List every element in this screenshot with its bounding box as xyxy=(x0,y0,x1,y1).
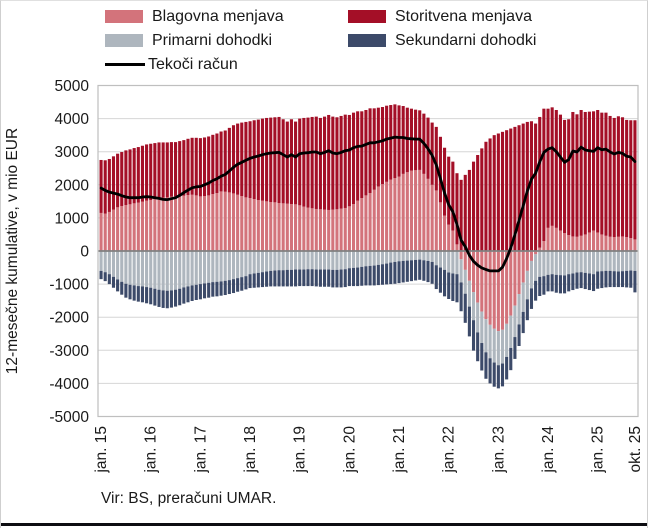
legend-label: Tekoči račun xyxy=(148,56,238,73)
x-axis-tick-labels: jan. 15 jan. 16 jan. 17 jan. 18 jan. 19 jan. … xyxy=(93,426,644,474)
bottom-border-rule xyxy=(1,523,647,526)
x-tick-label: jan. 21 xyxy=(391,426,408,474)
y-tick-label: 1000 xyxy=(55,210,90,227)
legend-label: Blagovna menjava xyxy=(152,8,284,25)
y-tick-label: 5000 xyxy=(55,78,90,95)
legend-label: Sekundarni dohodki xyxy=(395,32,537,49)
x-tick-label: jan. 17 xyxy=(192,426,209,474)
x-tick-label: okt. 25 xyxy=(627,426,644,473)
source-note: Vir: BS, preračuni UMAR. xyxy=(101,490,277,507)
bars-blagovna-menjava xyxy=(99,169,637,332)
tekoci-racun-line xyxy=(99,135,637,273)
y-axis-title: 12-mesečne kumulative, v mio EUR xyxy=(4,128,21,374)
y-tick-label: 2000 xyxy=(55,177,90,194)
legend-label: Storitvena menjava xyxy=(395,8,532,25)
line-swatch-icon xyxy=(105,63,145,66)
legend-item-primarni: Primarni dohodki xyxy=(105,32,348,49)
x-tick-label: jan. 24 xyxy=(540,426,557,474)
x-tick-label: jan. 19 xyxy=(292,426,309,474)
x-tick-label: jan. 18 xyxy=(242,426,259,474)
bars-sekundarni-dohodki xyxy=(99,259,637,389)
y-tick-label: -4000 xyxy=(49,376,89,393)
y-axis-tick-labels: 5000 4000 3000 2000 1000 0 -1000 -2000 -3000 -400… xyxy=(49,78,89,426)
x-tick-label: jan. 25 xyxy=(590,426,607,474)
legend-item-blagovna: Blagovna menjava xyxy=(105,8,348,25)
sekundarni-swatch-icon xyxy=(348,34,386,47)
y-tick-label: 3000 xyxy=(55,144,90,161)
y-tick-label: 0 xyxy=(80,244,89,261)
y-tick-label: -2000 xyxy=(49,310,89,327)
x-tick-label: jan. 20 xyxy=(341,426,358,474)
primarni-swatch-icon xyxy=(105,34,143,47)
blagovna-swatch-icon xyxy=(105,10,143,23)
legend-item-storitvena: Storitvena menjava xyxy=(348,8,536,25)
y-tick-label: -1000 xyxy=(49,277,89,294)
x-tick-label: jan. 22 xyxy=(441,426,458,474)
y-tick-label: -3000 xyxy=(49,343,89,360)
chart-legend: Blagovna menjava Storitvena menjava Prim… xyxy=(105,8,536,73)
stacked-bars xyxy=(99,104,637,389)
y-tick-label: 4000 xyxy=(55,111,90,128)
legend-item-tekoci-racun: Tekoči račun xyxy=(105,56,348,73)
plot-frame xyxy=(97,84,639,418)
x-tick-label: jan. 16 xyxy=(143,426,160,474)
y-tick-label: -5000 xyxy=(49,409,89,426)
x-tick-label: jan. 23 xyxy=(490,426,507,474)
x-tick-label: jan. 15 xyxy=(93,426,110,474)
legend-label: Primarni dohodki xyxy=(152,32,273,49)
bars-primarni-dohodki xyxy=(99,251,637,366)
storitvena-swatch-icon xyxy=(348,10,386,23)
legend-item-sekundarni: Sekundarni dohodki xyxy=(348,32,536,49)
